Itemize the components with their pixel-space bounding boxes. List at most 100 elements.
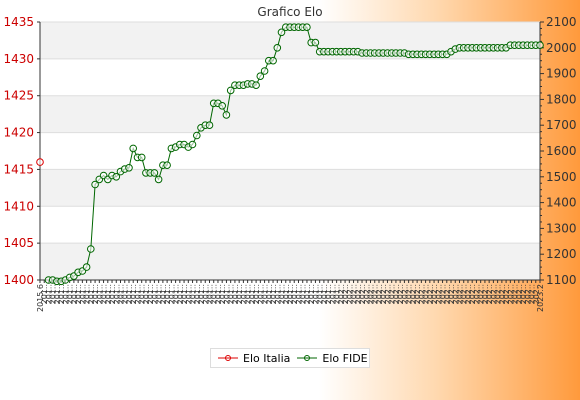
x-tick-label: 202.. — [426, 284, 435, 304]
x-tick-label: 201.. — [286, 284, 295, 304]
right-tick-label: 1900 — [546, 67, 577, 81]
x-tick-label: 201.. — [40, 284, 49, 304]
x-tick-label: 202.. — [413, 284, 422, 304]
x-tick-label: 202.. — [434, 284, 443, 304]
x-tick-label: 201.. — [150, 284, 159, 304]
x-tick-label: 201.. — [129, 284, 138, 304]
left-tick-label: 1415 — [3, 162, 34, 176]
x-tick-label: 202.. — [468, 284, 477, 304]
x-tick-label: 201.. — [333, 284, 342, 304]
x-tick-label: 202.. — [511, 284, 520, 304]
x-tick-label: 201.. — [146, 284, 155, 304]
x-tick-label: 201.. — [104, 284, 113, 304]
plot-band — [40, 243, 540, 280]
x-tick-label: 201.. — [112, 284, 121, 304]
data-point-fide — [222, 111, 231, 119]
x-tick-label: 202.. — [405, 284, 414, 304]
x-tick-label: 201.. — [210, 284, 219, 304]
x-tick-label: 201.. — [117, 284, 126, 304]
right-tick-label: 1500 — [546, 170, 577, 184]
x-tick-label: 201.. — [44, 284, 53, 304]
left-tick-label: 1435 — [3, 15, 34, 29]
data-point-fide — [218, 102, 226, 110]
x-tick-label: 202.. — [362, 284, 371, 304]
x-tick-label: 202.. — [528, 284, 537, 304]
legend-label-italia: Elo Italia — [243, 351, 291, 365]
x-tick-label: 201.. — [227, 284, 236, 304]
x-tick-label: 201.. — [320, 284, 329, 304]
x-tick-label: 201.. — [235, 284, 244, 304]
data-point-fide — [226, 86, 235, 95]
left-tick-label: 1425 — [3, 89, 34, 103]
x-tick-label: 201.. — [201, 284, 210, 304]
right-tick-label: 1200 — [546, 247, 577, 261]
x-tick-label: 202.. — [498, 284, 507, 304]
x-tick-label: 201.. — [239, 284, 248, 304]
x-tick-label: 201.. — [197, 284, 206, 304]
x-tick-label: 201.. — [87, 284, 96, 304]
x-tick-label: 201.. — [155, 284, 164, 304]
right-tick-label: 1600 — [546, 144, 577, 158]
data-point-fide — [112, 173, 121, 181]
plot-band — [40, 169, 540, 207]
x-tick-label: 202.. — [519, 284, 528, 304]
right-tick-label: 1800 — [546, 92, 577, 106]
x-tick-label: 201.. — [244, 284, 253, 304]
x-tick-label: 201.. — [316, 284, 325, 304]
x-tick-label: 201.. — [95, 284, 104, 304]
right-tick-label: 2100 — [546, 15, 577, 29]
x-tick-label: 201.. — [159, 284, 168, 304]
x-tick-label: 202.. — [417, 284, 426, 304]
right-tick-label: 1400 — [546, 196, 577, 210]
x-tick-label: 202.. — [354, 284, 363, 304]
data-point-fide — [193, 131, 201, 140]
left-tick-label: 1405 — [3, 236, 34, 250]
x-tick-label: 201.. — [189, 284, 198, 304]
x-tick-label: 202.. — [388, 284, 397, 304]
x-tick-label: 201.. — [265, 284, 274, 304]
data-point-fide — [311, 38, 320, 47]
x-tick-label: 202.. — [455, 284, 464, 304]
x-tick-label: 201.. — [261, 284, 270, 304]
x-tick-label: 201.. — [133, 284, 142, 304]
data-point-fide — [87, 245, 95, 253]
x-tick-label: 201.. — [167, 284, 176, 304]
legend-label-fide: Elo FIDE — [322, 351, 368, 365]
x-tick-label: 202.. — [460, 284, 469, 304]
x-tick-label: 201.. — [307, 284, 316, 304]
x-tick-label: 202.. — [439, 284, 448, 304]
x-tick-label: 201.. — [142, 284, 151, 304]
x-tick-label: 201.. — [282, 284, 291, 304]
x-tick-label: 201.. — [311, 284, 320, 304]
x-tick-label: 201.. — [273, 284, 282, 304]
x-tick-label: 202.. — [451, 284, 460, 304]
x-tick-label: 2023.2 — [536, 284, 545, 312]
legend-item-italia: Elo Italia — [217, 352, 290, 365]
data-point-fide — [277, 28, 286, 37]
x-tick-label: 201.. — [294, 284, 303, 304]
plot-bands — [40, 22, 540, 280]
x-tick-label: 201.. — [180, 284, 189, 304]
data-point-fide — [260, 67, 269, 75]
x-tick-label: 201.. — [231, 284, 240, 304]
x-tick-label: 201.. — [125, 284, 134, 304]
plot-band — [40, 132, 540, 170]
x-tick-label: 202.. — [358, 284, 367, 304]
x-tick-label: 202.. — [477, 284, 486, 304]
data-point-fide — [125, 164, 133, 172]
data-point-fide — [137, 153, 146, 162]
x-tick-label: 202.. — [515, 284, 524, 304]
x-tick-label: 202.. — [523, 284, 532, 304]
data-point-fide — [536, 41, 544, 50]
right-tick-label: 1700 — [546, 118, 577, 132]
x-tick-label: 202.. — [447, 284, 456, 304]
x-tick-label: 201.. — [74, 284, 83, 304]
x-tick-label: 202.. — [371, 284, 380, 304]
x-tick-label: 202.. — [367, 284, 376, 304]
x-tick-label: 202.. — [430, 284, 439, 304]
data-point-fide — [188, 140, 197, 149]
data-point-fide — [256, 72, 265, 80]
x-tick-label: 201.. — [163, 284, 172, 304]
